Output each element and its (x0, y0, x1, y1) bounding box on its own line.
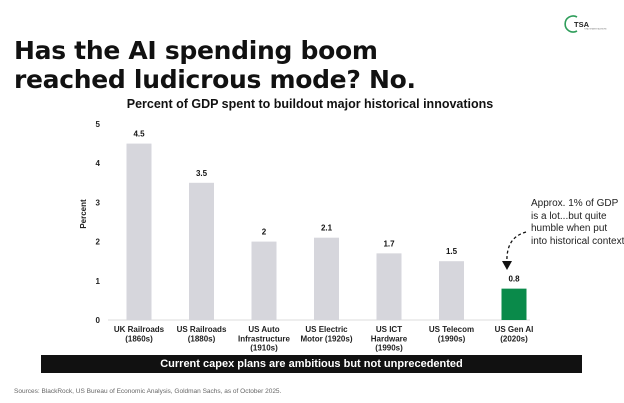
callout-arrow (502, 231, 527, 270)
x-tick-label: (1990s) (438, 334, 466, 343)
x-tick-label: US Auto (248, 325, 279, 334)
headline-line-2: reached ludicrous mode? No. (14, 65, 416, 94)
callout-annotation: Approx. 1% of GDP is a lot...but quite h… (531, 198, 624, 247)
y-axis-label: Percent (79, 199, 88, 229)
bar (251, 241, 277, 320)
bar-value-label: 2 (262, 228, 267, 237)
tsa-logo: TSA TOTAL STRATEGY ADVISORS (564, 15, 606, 33)
y-tick-label: 2 (96, 238, 101, 247)
bar (189, 182, 214, 320)
bar-value-label: 2.1 (321, 224, 333, 233)
bar-value-label: 1.7 (383, 239, 395, 248)
x-tick-label: US ICT (376, 325, 402, 334)
y-tick-label: 1 (96, 277, 101, 286)
x-tick-label: UK Railroads (114, 325, 165, 334)
logo-text: TSA (574, 20, 590, 29)
bar-value-label: 1.5 (446, 247, 458, 256)
chart-title: Percent of GDP spent to buildout major h… (127, 97, 494, 111)
x-tick-label: US Electric (305, 325, 348, 334)
x-tick-label: (1990s) (375, 344, 403, 353)
bar (126, 143, 152, 320)
logo-ring (564, 15, 578, 33)
bar (314, 237, 339, 320)
y-tick-label: 0 (96, 316, 101, 325)
bar-value-label: 3.5 (196, 169, 208, 178)
x-tick-label: Infrastructure (238, 334, 291, 343)
bar (501, 288, 527, 320)
x-tick-label: (1860s) (125, 334, 153, 343)
takeaway-banner: Current capex plans are ambitious but no… (41, 355, 582, 373)
x-tick-label: (2020s) (500, 334, 528, 343)
x-tick-label: (1910s) (250, 344, 278, 353)
y-tick-label: 3 (96, 198, 101, 207)
bar (376, 253, 402, 320)
bar-chart: Percent of GDP spent to buildout major h… (79, 97, 534, 353)
x-tick-label: (1880s) (188, 334, 216, 343)
headline: Has the AI spending boom reached ludicro… (14, 36, 444, 94)
bar-value-label: 0.8 (508, 275, 520, 284)
y-tick-label: 5 (96, 120, 101, 129)
bar (439, 261, 464, 320)
y-tick-label: 4 (96, 159, 101, 168)
x-tick-label: Hardware (371, 334, 408, 343)
headline-line-1: Has the AI spending boom (14, 36, 378, 65)
x-tick-label: US Telecom (429, 325, 474, 334)
sources-footnote: Sources: BlackRock, US Bureau of Economi… (14, 388, 282, 395)
bar-value-label: 4.5 (133, 130, 145, 139)
x-tick-label: US Railroads (177, 325, 227, 334)
x-tick-label: Motor (1920s) (300, 334, 352, 343)
x-tick-label: US Gen AI (495, 325, 534, 334)
logo-subtext: TOTAL STRATEGY ADVISORS (584, 28, 606, 31)
